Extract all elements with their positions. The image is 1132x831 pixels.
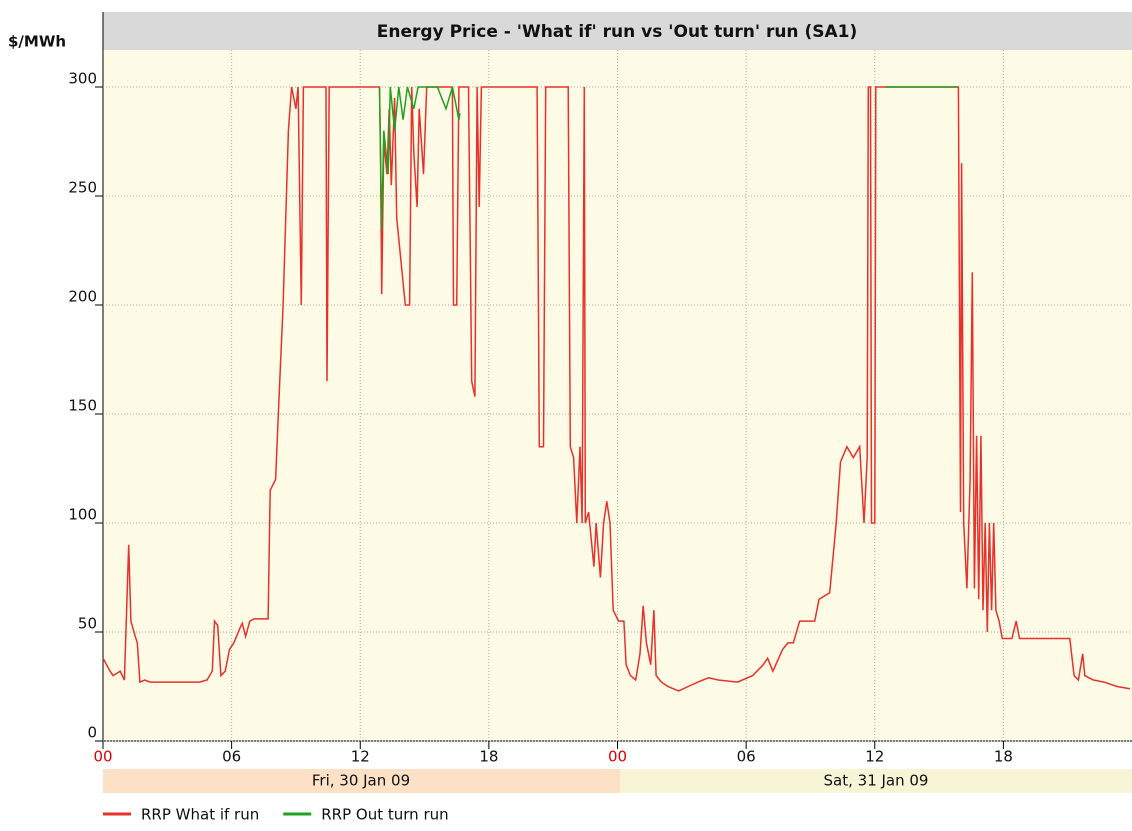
series-line [102,86,1131,692]
chart-title: Energy Price - 'What if' run vs 'Out tur… [377,22,857,42]
x-tick-label: 06 [222,748,241,766]
x-tick-label: 00 [608,748,627,766]
y-axis-label: $/MWh [8,33,66,51]
series-line [378,86,958,229]
y-tick-label: 150 [68,397,97,415]
title-bar [103,12,1132,50]
x-tick-label: 00 [93,748,112,766]
y-tick-label: 250 [68,179,97,197]
legend-label: RRP Out turn run [321,806,448,824]
day-label: Fri, 30 Jan 09 [312,772,410,790]
y-tick-label: 50 [78,615,97,633]
day-label: Sat, 31 Jan 09 [824,772,929,790]
y-tick-label: 100 [68,506,97,524]
x-tick-label: 06 [737,748,756,766]
y-tick-label: 200 [68,288,97,306]
y-tick-label: 0 [87,724,97,742]
x-tick-label: 12 [865,748,884,766]
x-tick-label: 18 [479,748,498,766]
legend-label: RRP What if run [141,806,259,824]
day-band [620,769,1132,793]
x-tick-label: 12 [351,748,370,766]
x-tick-label: 18 [994,748,1013,766]
legend: RRP What if run RRP Out turn run [103,806,449,824]
day-band [103,769,620,793]
y-tick-label: 300 [68,70,97,88]
